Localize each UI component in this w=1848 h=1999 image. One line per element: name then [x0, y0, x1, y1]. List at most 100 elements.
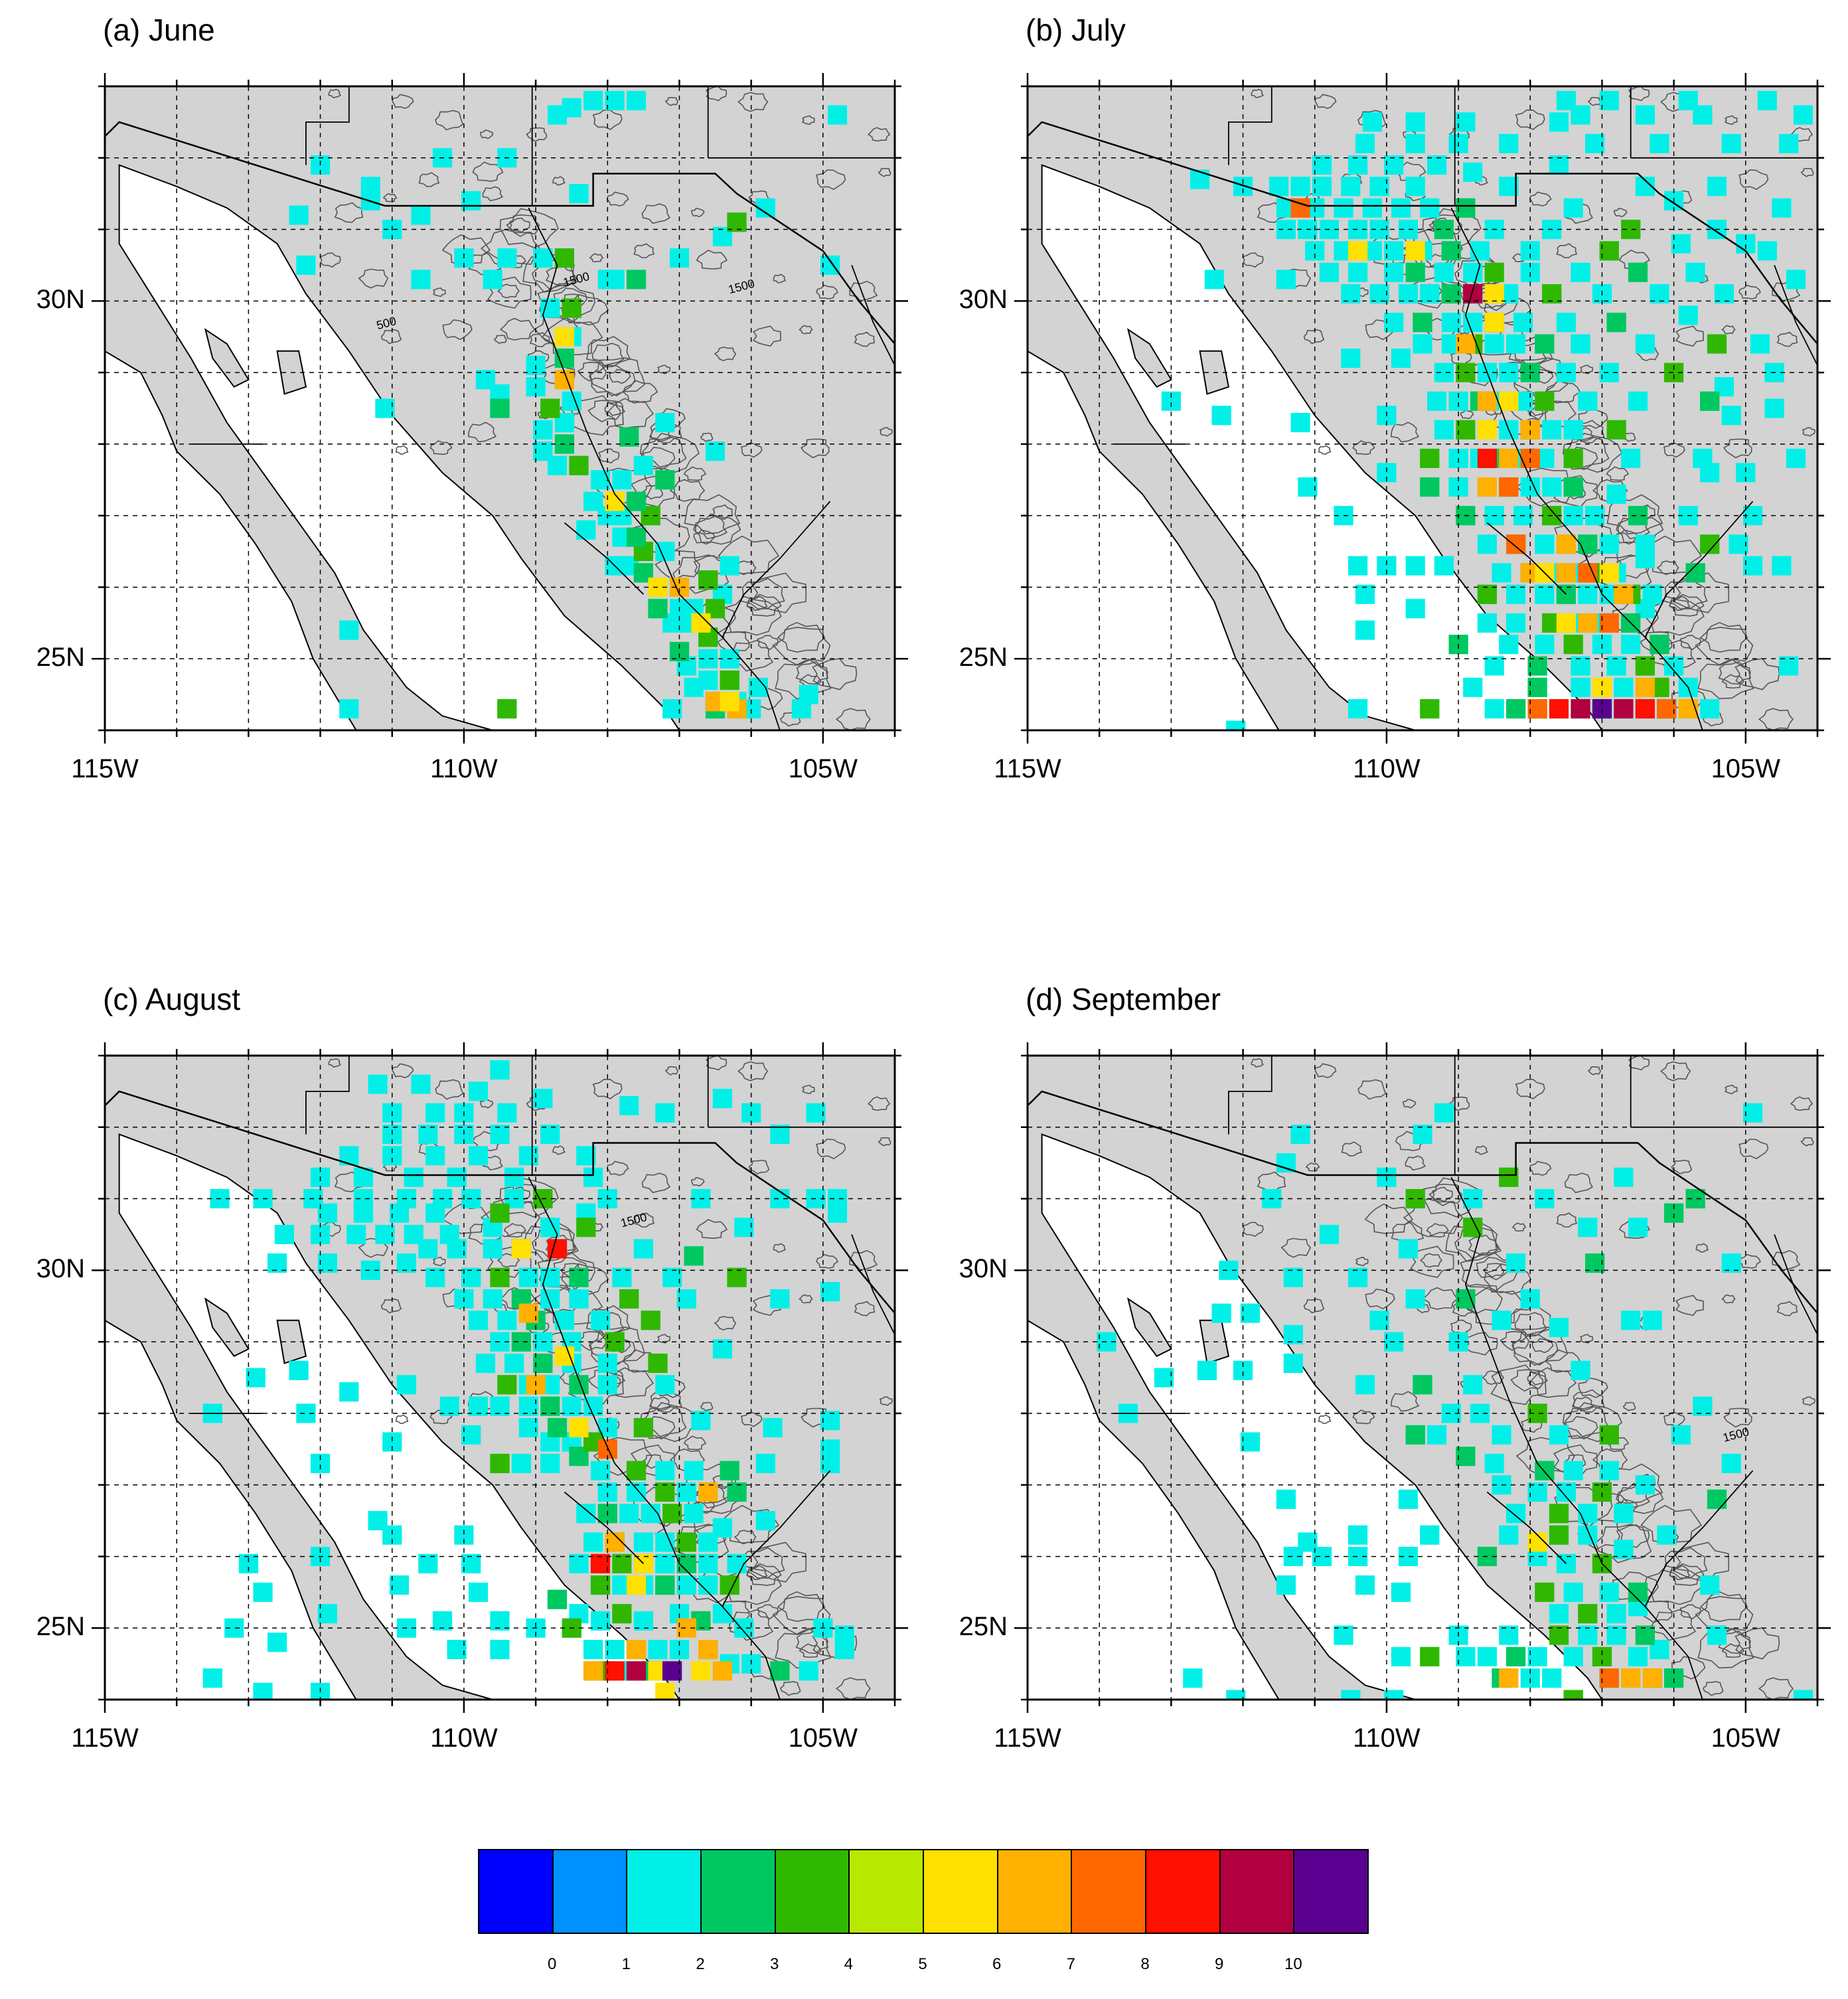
- grid-cell: [490, 1611, 510, 1631]
- grid-cell: [569, 1375, 589, 1395]
- grid-cell: [1606, 420, 1626, 440]
- state-border: [851, 1234, 895, 1335]
- grid-cell: [1276, 270, 1296, 289]
- grid-cell: [590, 1575, 611, 1595]
- grid-cell: [1707, 1489, 1727, 1509]
- grid-cell: [1477, 1646, 1497, 1666]
- grid-cell: [1456, 334, 1476, 354]
- grid-cell: [1721, 133, 1741, 153]
- longitude-label: 105W: [1711, 1723, 1781, 1753]
- grid-cell: [1635, 534, 1655, 554]
- grid-cell: [1578, 613, 1598, 633]
- grid-cell: [755, 1511, 775, 1531]
- grid-cell: [497, 248, 517, 268]
- grid-cell: [1628, 262, 1648, 282]
- state-border: [1774, 1234, 1817, 1335]
- grid-cell: [655, 1375, 675, 1395]
- state-border: [1486, 522, 1567, 595]
- grid-cell: [633, 1532, 653, 1552]
- grid-cell: [1527, 677, 1547, 697]
- state-border: [528, 207, 781, 730]
- grid-cell: [727, 212, 747, 232]
- axis-ticks: [1014, 1042, 1831, 1713]
- grid-cell: [1441, 313, 1461, 333]
- grid-cell: [1556, 91, 1576, 111]
- grid-cell: [1427, 391, 1447, 411]
- pacific-ocean: [1028, 350, 1280, 730]
- grid-cell: [1499, 133, 1519, 153]
- grid-cell: [1578, 391, 1598, 411]
- state-border: [1450, 207, 1703, 730]
- panel-august: (c) August 1500 115W 110W 105W 30N 25N: [0, 969, 923, 1879]
- grid-cell: [590, 1311, 611, 1330]
- grid-cell: [720, 1461, 739, 1480]
- grid-cell: [576, 520, 596, 540]
- grid-cell: [1556, 1482, 1576, 1502]
- grid-cell: [1298, 1532, 1318, 1552]
- grid-cell: [820, 1453, 840, 1473]
- grid-cell: [770, 1289, 790, 1309]
- grid-cell: [1628, 1646, 1648, 1666]
- grid-cell: [1463, 284, 1483, 304]
- grid-cell: [1549, 1604, 1569, 1624]
- grid-cell: [1348, 1267, 1368, 1287]
- grid-cell: [497, 1375, 517, 1395]
- grid-cell: [1499, 477, 1519, 497]
- grid-cell: [1312, 177, 1332, 197]
- latitude-label: 30N: [959, 1254, 1008, 1284]
- grid-cell: [1635, 105, 1655, 125]
- grid-cell: [1678, 699, 1698, 719]
- grid-cell: [1700, 1575, 1720, 1595]
- grid-cell: [1427, 1425, 1447, 1445]
- grid-cell: [605, 1640, 625, 1660]
- grid-cell: [411, 205, 431, 225]
- grid-cell: [1757, 241, 1777, 261]
- grid-cell: [504, 1353, 524, 1373]
- grid-cell: [1506, 613, 1526, 633]
- grid-cell: [418, 1125, 438, 1145]
- grid-cell: [569, 1417, 589, 1437]
- grid-cell: [547, 1417, 568, 1437]
- grid-cell: [1506, 534, 1526, 554]
- grid-cell: [404, 1167, 424, 1187]
- grid-cells: [289, 91, 848, 719]
- grid-cell: [1606, 313, 1626, 333]
- grid-cell: [1391, 198, 1411, 218]
- grid-cell: [490, 1203, 510, 1223]
- grid-cell: [1671, 234, 1691, 254]
- grid-cell: [1197, 1360, 1217, 1380]
- grid-cell: [727, 1267, 747, 1287]
- grid-cell: [583, 1640, 603, 1660]
- longitude-label: 115W: [994, 1723, 1061, 1753]
- grid-cell: [1571, 262, 1590, 282]
- grid-cell: [619, 427, 639, 447]
- grid-cell: [1549, 112, 1569, 132]
- grid-cell: [1362, 112, 1382, 132]
- grid-cell: [1434, 262, 1454, 282]
- latitude-label: 30N: [36, 285, 85, 315]
- grid-cell: [1355, 1375, 1375, 1395]
- grid-cell: [1635, 677, 1655, 697]
- grid-cell: [655, 1103, 675, 1123]
- grid-cell: [317, 1604, 337, 1624]
- grid-cell: [1585, 1253, 1605, 1273]
- grid-cell: [1470, 241, 1490, 261]
- grid-cell: [1571, 656, 1590, 676]
- grid-cell: [1693, 1396, 1713, 1416]
- colorbar-tick-label: 9: [1214, 1955, 1224, 1973]
- grid-cell: [1671, 1425, 1691, 1445]
- grid-cell: [554, 1346, 574, 1366]
- grid-cell: [1628, 391, 1648, 411]
- grid-cell: [1743, 1103, 1763, 1123]
- colorbar-swatch: [626, 1849, 702, 1934]
- colorbar-swatch: [774, 1849, 850, 1934]
- grid-cell: [202, 1668, 222, 1688]
- pacific-ocean: [105, 350, 357, 730]
- grid-cell: [1341, 1690, 1361, 1700]
- grid-cell: [612, 1604, 632, 1624]
- longitude-label: 110W: [430, 754, 498, 783]
- grid-cell: [547, 1589, 568, 1609]
- grid-cell: [1693, 448, 1713, 468]
- grid-cell: [1506, 1504, 1526, 1524]
